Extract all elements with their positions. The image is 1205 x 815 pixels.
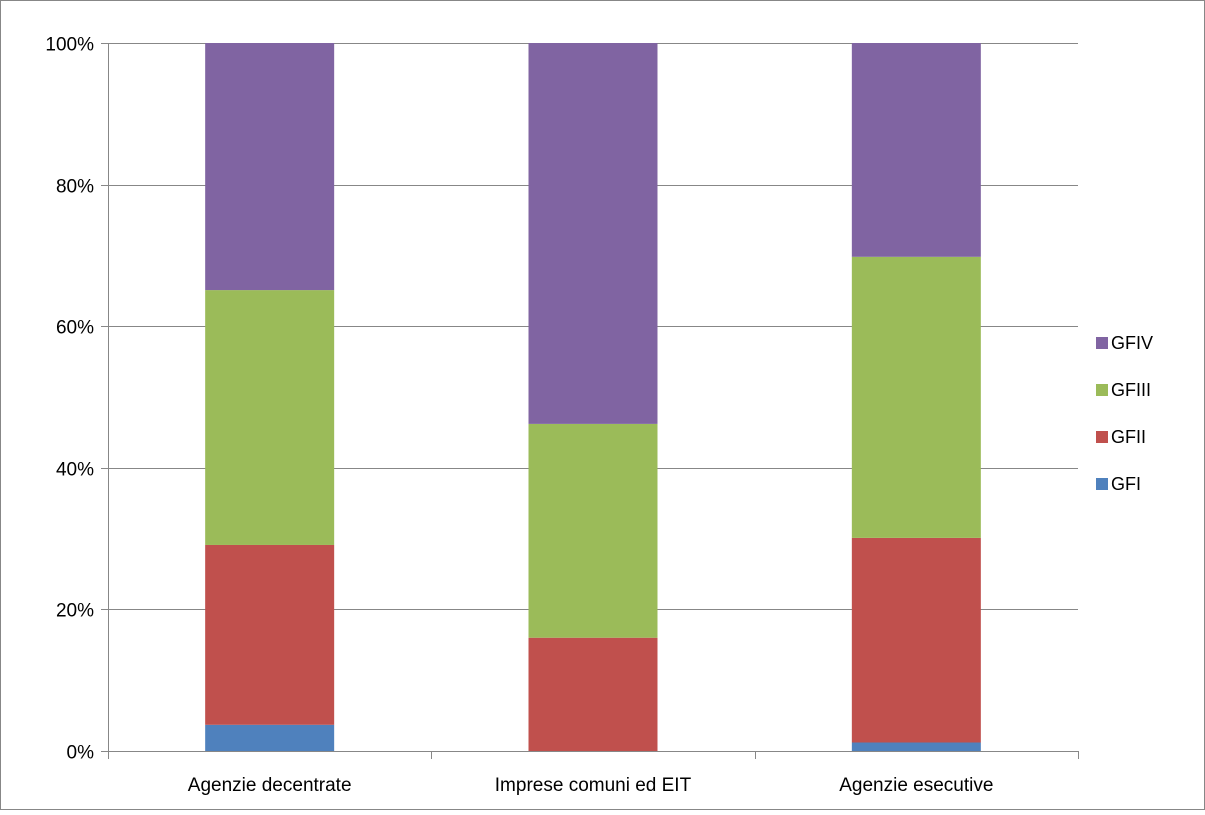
bar-agenzie-esecutive-gfiii bbox=[851, 256, 981, 538]
bar-agenzie-esecutive-gfiv bbox=[851, 43, 981, 257]
x-tick-label-agenzie-esecutive: Agenzie esecutive bbox=[839, 775, 993, 796]
y-tick-label-100: 100% bbox=[45, 35, 94, 56]
legend-label-gfi: GFI bbox=[1111, 474, 1141, 494]
legend-label-gfiv: GFIV bbox=[1111, 333, 1153, 353]
bar-agenzie-decentrate-gfiv bbox=[205, 43, 335, 291]
bar-imprese-comuni-ed-eit-gfii bbox=[528, 637, 658, 751]
legend-swatch-gfiv bbox=[1096, 337, 1108, 349]
legend-label-gfiii: GFIII bbox=[1111, 380, 1151, 400]
legend-swatch-gfi bbox=[1096, 478, 1108, 490]
y-tick-label-0: 0% bbox=[67, 743, 95, 764]
legend-swatch-gfiii bbox=[1096, 384, 1108, 396]
y-tick-label-20: 20% bbox=[56, 601, 94, 622]
y-tick-label-60: 60% bbox=[56, 318, 94, 339]
bar-imprese-comuni-ed-eit-gfiii bbox=[528, 423, 658, 638]
legend-label-gfii: GFII bbox=[1111, 427, 1146, 447]
bar-agenzie-decentrate-gfii bbox=[205, 544, 335, 725]
x-tick-label-imprese-comuni-ed-eit: Imprese comuni ed EIT bbox=[495, 775, 692, 796]
bar-agenzie-esecutive-gfii bbox=[851, 537, 981, 743]
legend-swatch-gfii bbox=[1096, 431, 1108, 443]
bar-agenzie-decentrate-gfi bbox=[205, 724, 335, 751]
axes: 0% 20% 40% 60% 80% 100% Agenzie decentrate Impr… bbox=[45, 35, 1079, 796]
bar-agenzie-decentrate-gfiii bbox=[205, 290, 335, 545]
x-tick-label-agenzie-decentrate: Agenzie decentrate bbox=[188, 775, 352, 796]
legend: GFIV GFIII GFII GFI bbox=[1096, 333, 1153, 494]
bar-imprese-comuni-ed-eit-gfiv bbox=[528, 43, 658, 424]
bars bbox=[205, 43, 981, 751]
bar-agenzie-esecutive-gfi bbox=[851, 742, 981, 751]
y-tick-label-40: 40% bbox=[56, 460, 94, 481]
y-tick-label-80: 80% bbox=[56, 177, 94, 198]
